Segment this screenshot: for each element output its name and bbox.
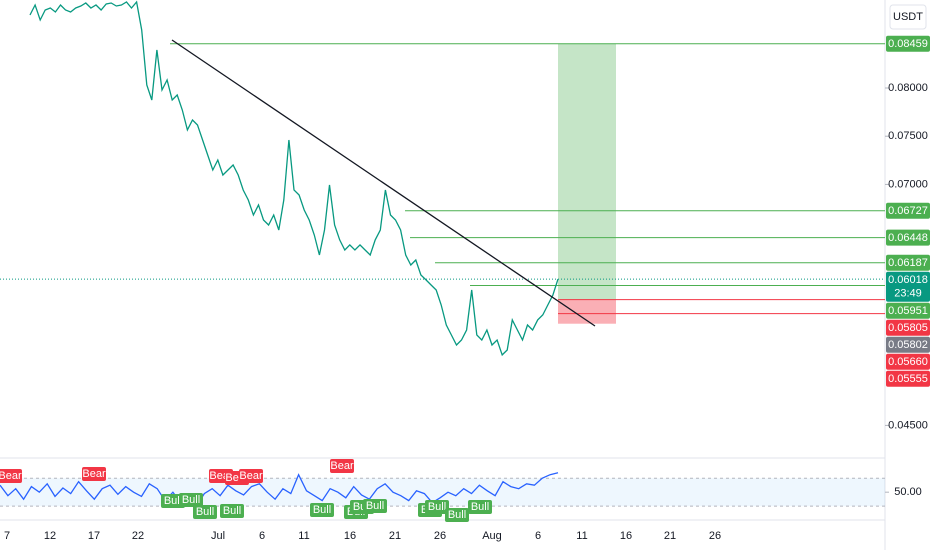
price-countdown: 23:49 — [894, 288, 922, 300]
x-tick-label: 17 — [88, 530, 100, 542]
x-tick-label: 16 — [620, 530, 632, 542]
x-tick-label: 6 — [535, 530, 541, 542]
signal-label — [179, 493, 203, 507]
signal-text: Bull — [313, 504, 331, 516]
x-tick-label: 6 — [259, 530, 265, 542]
signal-label — [193, 505, 217, 519]
signal-text: Bull — [471, 501, 489, 513]
signal-label — [425, 500, 449, 514]
signal-text: Bear — [0, 470, 22, 482]
x-tick-label: 22 — [132, 530, 144, 542]
signal-label — [310, 503, 334, 517]
signal-text: Bull — [182, 494, 200, 506]
price-tag-label: 0.06448 — [888, 232, 928, 244]
currency-box[interactable] — [889, 4, 927, 30]
x-tick-label: 11 — [576, 530, 587, 542]
rsi-line — [0, 472, 559, 508]
stop-zone — [558, 299, 616, 324]
price-tag-label: 0.06727 — [888, 205, 928, 217]
signal-label — [220, 504, 244, 518]
price-tag-label: 0.05555 — [888, 373, 928, 385]
price-tag — [886, 336, 930, 353]
x-tick-label: 26 — [709, 530, 721, 542]
signal-label — [445, 508, 469, 522]
y-tick-label: 0.07500 — [888, 130, 928, 142]
price-tag — [886, 353, 930, 370]
trendline — [171, 39, 596, 327]
x-tick-label: 11 — [298, 530, 309, 542]
signal-label — [468, 500, 492, 514]
target-zone — [558, 43, 616, 300]
x-tick-label: Jul — [211, 530, 225, 542]
price-tag — [886, 229, 930, 246]
price-tag — [886, 271, 930, 302]
price-tag — [886, 319, 930, 336]
price-tag — [886, 35, 930, 52]
signal-text: Bull — [164, 495, 182, 507]
signal-text: Bull — [223, 505, 241, 517]
signal-text: Bull — [428, 501, 446, 513]
y-tick-label: 50.00 — [894, 486, 922, 498]
signal-text: Bear — [330, 460, 354, 472]
price-tag-label: 0.06187 — [888, 257, 928, 269]
signal-text: Bear — [239, 470, 263, 482]
signal-label — [82, 467, 106, 481]
x-tick-label: Aug — [482, 530, 502, 542]
y-tick-label: 0.04500 — [888, 419, 928, 431]
currency: USDT — [893, 11, 923, 23]
price-tag-label: 0.05805 — [888, 322, 928, 334]
signal-text: Bull — [196, 506, 214, 518]
price-line — [29, 0, 559, 357]
y-tick-label: 0.07000 — [888, 178, 928, 190]
price-tag — [886, 302, 930, 319]
x-tick-label: 12 — [44, 530, 56, 542]
price-tag — [886, 202, 930, 219]
price-tag-label: 0.05951 — [888, 305, 928, 317]
price-tag — [886, 254, 930, 271]
x-tick-label: 7 — [4, 530, 10, 542]
y-tick-label: 0.08000 — [888, 82, 928, 94]
price-tag-label: 0.06018 — [888, 274, 928, 286]
x-tick-label: 16 — [344, 530, 356, 542]
x-tick-label: 21 — [389, 530, 401, 542]
x-tick-label: 21 — [664, 530, 676, 542]
price-tag-label: 0.05802 — [888, 339, 928, 351]
signal-label — [0, 469, 22, 483]
signal-text: Bull — [366, 500, 384, 512]
signal-text: Bull — [448, 509, 466, 521]
signal-label — [239, 469, 263, 483]
price-tag-label: 0.05660 — [888, 356, 928, 368]
x-tick-label: 26 — [434, 530, 446, 542]
price-tag-label: 0.08459 — [888, 38, 928, 50]
signal-text: Bear — [82, 468, 106, 480]
signal-label — [330, 459, 354, 473]
price-tag — [886, 370, 930, 387]
signal-label — [363, 499, 387, 513]
